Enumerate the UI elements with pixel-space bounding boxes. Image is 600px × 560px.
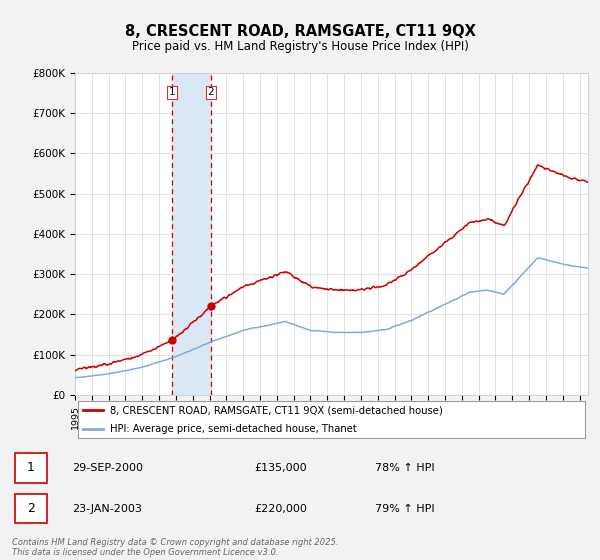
- Text: 8, CRESCENT ROAD, RAMSGATE, CT11 9QX (semi-detached house): 8, CRESCENT ROAD, RAMSGATE, CT11 9QX (se…: [110, 405, 443, 415]
- Text: 79% ↑ HPI: 79% ↑ HPI: [375, 503, 434, 514]
- Text: 78% ↑ HPI: 78% ↑ HPI: [375, 463, 434, 473]
- FancyBboxPatch shape: [15, 494, 47, 523]
- Text: HPI: Average price, semi-detached house, Thanet: HPI: Average price, semi-detached house,…: [110, 424, 356, 434]
- Bar: [172, 73, 211, 395]
- Text: Contains HM Land Registry data © Crown copyright and database right 2025.
This d: Contains HM Land Registry data © Crown c…: [12, 538, 338, 557]
- Text: £135,000: £135,000: [254, 463, 307, 473]
- Text: 1: 1: [27, 461, 35, 474]
- Text: 8, CRESCENT ROAD, RAMSGATE, CT11 9QX: 8, CRESCENT ROAD, RAMSGATE, CT11 9QX: [125, 24, 475, 39]
- Text: 29-SEP-2000: 29-SEP-2000: [73, 463, 143, 473]
- FancyBboxPatch shape: [77, 401, 586, 438]
- Text: 23-JAN-2003: 23-JAN-2003: [73, 503, 142, 514]
- FancyBboxPatch shape: [15, 454, 47, 483]
- Text: Price paid vs. HM Land Registry's House Price Index (HPI): Price paid vs. HM Land Registry's House …: [131, 40, 469, 53]
- Text: 2: 2: [208, 87, 214, 97]
- Text: 1: 1: [169, 87, 175, 97]
- Text: £220,000: £220,000: [254, 503, 307, 514]
- Text: 2: 2: [27, 502, 35, 515]
